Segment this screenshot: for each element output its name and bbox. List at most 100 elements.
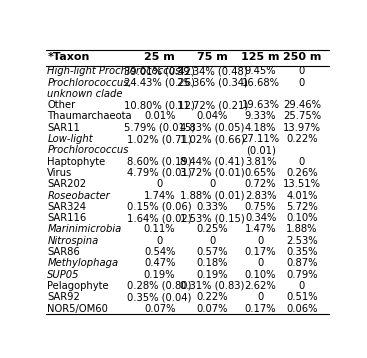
Text: SAR92: SAR92 xyxy=(47,292,80,302)
Text: 0.47%: 0.47% xyxy=(144,258,175,268)
Text: High-light Prochlorococcus: High-light Prochlorococcus xyxy=(47,66,181,76)
Text: 4.18%: 4.18% xyxy=(245,123,276,133)
Text: Pelagophyte: Pelagophyte xyxy=(47,281,109,291)
Text: Prochlorococcus,: Prochlorococcus, xyxy=(47,77,132,87)
Text: 0.18%: 0.18% xyxy=(196,258,228,268)
Text: *Taxon: *Taxon xyxy=(47,52,90,62)
Text: Thaumarchaeota: Thaumarchaeota xyxy=(47,111,132,121)
Text: unknown clade: unknown clade xyxy=(47,89,123,99)
Text: 4.79% (0.01): 4.79% (0.01) xyxy=(127,168,192,178)
Text: 125 m: 125 m xyxy=(241,52,280,62)
Text: Roseobacter: Roseobacter xyxy=(47,190,110,200)
Text: 0.79%: 0.79% xyxy=(286,270,318,280)
Text: 0.75%: 0.75% xyxy=(245,202,276,212)
Text: SAR324: SAR324 xyxy=(47,202,86,212)
Text: 0.25%: 0.25% xyxy=(196,224,228,234)
Text: 0: 0 xyxy=(299,281,305,291)
Text: 0.54%: 0.54% xyxy=(144,247,175,257)
Text: SAR86: SAR86 xyxy=(47,247,80,257)
Text: Haptophyte: Haptophyte xyxy=(47,156,106,166)
Text: 0.31% (0.83): 0.31% (0.83) xyxy=(180,281,244,291)
Text: 2.83%: 2.83% xyxy=(245,190,276,200)
Text: 3.81%: 3.81% xyxy=(245,156,276,166)
Text: 27.11%: 27.11% xyxy=(241,134,280,144)
Text: 0.10%: 0.10% xyxy=(286,213,317,223)
Text: 0.01%: 0.01% xyxy=(144,111,175,121)
Text: 0: 0 xyxy=(299,156,305,166)
Text: 13.97%: 13.97% xyxy=(283,123,321,133)
Text: 250 m: 250 m xyxy=(283,52,321,62)
Text: 0.19%: 0.19% xyxy=(144,270,175,280)
Text: 39.34% (0.48): 39.34% (0.48) xyxy=(177,66,248,76)
Text: 11.72% (0.21): 11.72% (0.21) xyxy=(177,100,248,110)
Text: 0.22%: 0.22% xyxy=(286,134,318,144)
Text: 1.74%: 1.74% xyxy=(144,190,175,200)
Text: 9.33%: 9.33% xyxy=(245,111,276,121)
Text: 0.04%: 0.04% xyxy=(197,111,228,121)
Text: 0.10%: 0.10% xyxy=(245,270,276,280)
Text: 0: 0 xyxy=(258,236,264,246)
Text: 10.80% (0.12): 10.80% (0.12) xyxy=(124,100,195,110)
Text: 5.79% (0.015): 5.79% (0.015) xyxy=(124,123,195,133)
Text: 39.01% (0.42): 39.01% (0.42) xyxy=(124,66,195,76)
Text: 0.35%: 0.35% xyxy=(286,247,317,257)
Text: 0.65%: 0.65% xyxy=(245,168,276,178)
Text: 1.47%: 1.47% xyxy=(245,224,276,234)
Text: NOR5/OM60: NOR5/OM60 xyxy=(47,304,108,314)
Text: 19.63%: 19.63% xyxy=(241,100,280,110)
Text: 1.88% (0.01): 1.88% (0.01) xyxy=(180,190,244,200)
Text: 75 m: 75 m xyxy=(197,52,228,62)
Text: 0.06%: 0.06% xyxy=(286,304,317,314)
Text: 0.22%: 0.22% xyxy=(196,292,228,302)
Text: 0.57%: 0.57% xyxy=(196,247,228,257)
Text: 0.35% (0.04): 0.35% (0.04) xyxy=(127,292,192,302)
Text: 13.51%: 13.51% xyxy=(283,179,321,189)
Text: 1.53% (0.15): 1.53% (0.15) xyxy=(180,213,245,223)
Text: 0.19%: 0.19% xyxy=(196,270,228,280)
Text: 24.43% (0.26): 24.43% (0.26) xyxy=(124,77,195,87)
Text: 0: 0 xyxy=(156,179,163,189)
Text: 0.15% (0.06): 0.15% (0.06) xyxy=(127,202,192,212)
Text: Marinimicrobia: Marinimicrobia xyxy=(47,224,121,234)
Text: Prochlorococcus: Prochlorococcus xyxy=(47,145,129,155)
Text: 1.02% (0.71): 1.02% (0.71) xyxy=(127,134,192,144)
Text: 4.83% (0.05): 4.83% (0.05) xyxy=(180,123,244,133)
Text: Low-light: Low-light xyxy=(47,134,93,144)
Text: 0: 0 xyxy=(209,236,215,246)
Text: 0.34%: 0.34% xyxy=(245,213,276,223)
Text: 1.88%: 1.88% xyxy=(286,224,317,234)
Text: 25.36% (0.34): 25.36% (0.34) xyxy=(177,77,248,87)
Text: 0.07%: 0.07% xyxy=(144,304,175,314)
Text: 0.17%: 0.17% xyxy=(245,304,276,314)
Text: 0: 0 xyxy=(209,179,215,189)
Text: 0.11%: 0.11% xyxy=(144,224,175,234)
Text: Methylophaga: Methylophaga xyxy=(47,258,119,268)
Text: 8.44% (0.41): 8.44% (0.41) xyxy=(180,156,244,166)
Text: 4.01%: 4.01% xyxy=(286,190,317,200)
Text: 25.75%: 25.75% xyxy=(283,111,321,121)
Text: 0: 0 xyxy=(258,292,264,302)
Text: 0: 0 xyxy=(299,66,305,76)
Text: 1.64% (0.02): 1.64% (0.02) xyxy=(127,213,192,223)
Text: Nitrospina: Nitrospina xyxy=(47,236,99,246)
Text: Virus: Virus xyxy=(47,168,73,178)
Text: 0.72%: 0.72% xyxy=(245,179,276,189)
Text: 0.28% (0.80): 0.28% (0.80) xyxy=(127,281,192,291)
Text: SUP05: SUP05 xyxy=(47,270,80,280)
Text: SAR116: SAR116 xyxy=(47,213,87,223)
Text: 2.53%: 2.53% xyxy=(286,236,318,246)
Text: 9.45%: 9.45% xyxy=(245,66,276,76)
Text: SAR11: SAR11 xyxy=(47,123,80,133)
Text: 25 m: 25 m xyxy=(144,52,175,62)
Text: 29.46%: 29.46% xyxy=(283,100,321,110)
Text: 0.07%: 0.07% xyxy=(196,304,228,314)
Text: Other: Other xyxy=(47,100,76,110)
Text: 0: 0 xyxy=(258,258,264,268)
Text: 0: 0 xyxy=(299,77,305,87)
Text: 8.60% (0.19): 8.60% (0.19) xyxy=(127,156,192,166)
Text: SAR202: SAR202 xyxy=(47,179,86,189)
Text: 1.02% (0.66): 1.02% (0.66) xyxy=(180,134,245,144)
Text: 0.26%: 0.26% xyxy=(286,168,318,178)
Text: 0.87%: 0.87% xyxy=(286,258,317,268)
Text: 16.68%: 16.68% xyxy=(241,77,280,87)
